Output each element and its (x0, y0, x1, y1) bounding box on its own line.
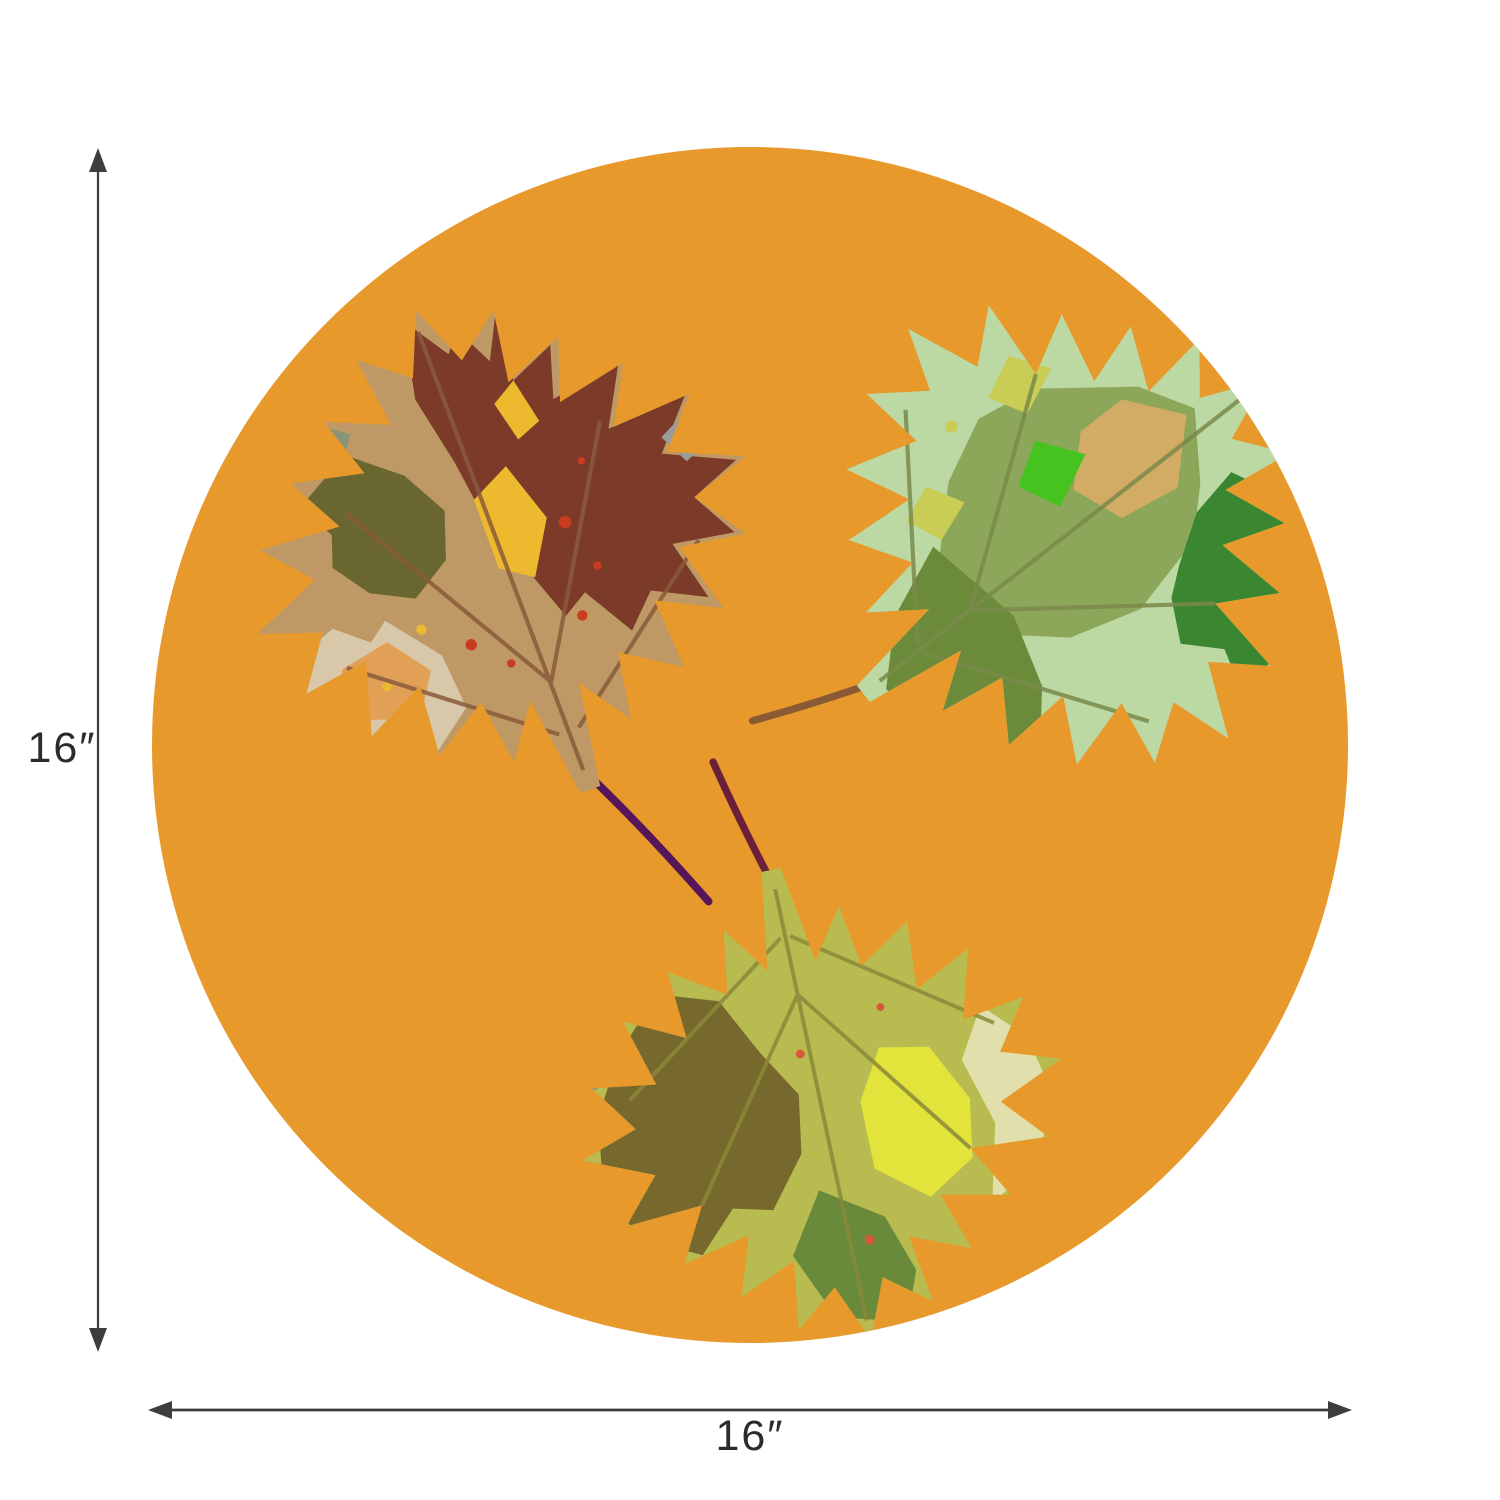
leaf-color-patch (1073, 399, 1187, 518)
leaf-speckles (465, 457, 602, 668)
width-label: 16″ (715, 1412, 784, 1460)
leaf-color-patch (598, 994, 802, 1256)
leaf-color-patch (382, 380, 547, 692)
leaf-veins (878, 373, 1250, 724)
leaf-color-patch (1018, 440, 1086, 507)
arrow-up-icon (89, 148, 107, 172)
leaf-color-patch (403, 315, 736, 631)
leaf-color-patch (860, 1046, 973, 1197)
arrow-left-icon (148, 1401, 172, 1419)
height-label: 16″ (27, 724, 96, 772)
height-dimension: 16″ (27, 148, 107, 1352)
width-dimension: 16″ (148, 1401, 1352, 1460)
arrow-down-icon (89, 1328, 107, 1352)
leaf-color-patch (299, 451, 446, 599)
leaf-veins (344, 331, 701, 771)
leaf-speckles (795, 1003, 885, 1245)
leaf-veins (628, 888, 995, 1321)
arrow-right-icon (1328, 1401, 1352, 1419)
leaf-print-group (171, 175, 1348, 1343)
